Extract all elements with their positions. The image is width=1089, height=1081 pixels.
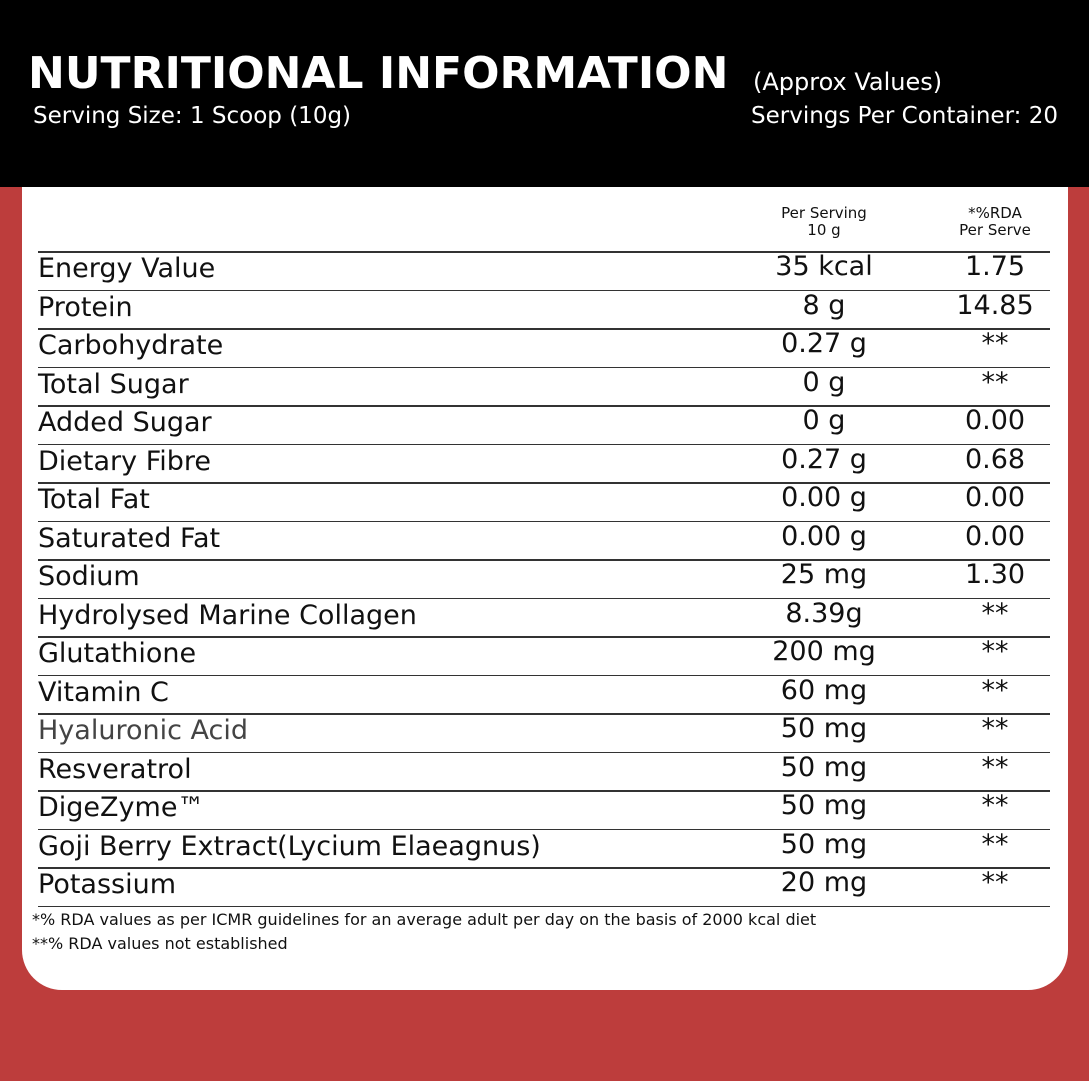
rda: ** (981, 828, 1009, 860)
rule (38, 328, 1050, 330)
rda: 1.30 (964, 559, 1026, 590)
rda: 0.00 (964, 405, 1026, 436)
rda: 0.00 (964, 520, 1026, 552)
rule (38, 828, 1050, 830)
rda: ** (981, 713, 1009, 744)
rda: ** (981, 636, 1009, 667)
rda: 1.75 (964, 251, 1026, 282)
per-serving: 50 mg (780, 790, 868, 821)
per-serving: 0 g (802, 366, 846, 398)
nutrient-name: Goji Berry Extract(Lycium Elaeagnus) (38, 830, 541, 862)
rda: 14.85 (956, 289, 1034, 321)
footnote: **% RDA values not established (32, 933, 288, 953)
per-serving: 0.00 g (781, 482, 867, 513)
rule (38, 559, 1050, 561)
nutrient-name: Potassium (38, 869, 177, 900)
per-serving: 0.00 g (781, 520, 867, 552)
rda: ** (981, 366, 1009, 398)
column-header: *%RDA (968, 204, 1022, 222)
rule (38, 751, 1050, 753)
rda: 0.00 (964, 482, 1026, 513)
rule (38, 636, 1050, 638)
per-serving: 60 mg (780, 674, 868, 706)
rule (38, 867, 1050, 869)
rda: ** (981, 751, 1009, 783)
nutrient-name: Protein (38, 291, 133, 323)
rule (38, 443, 1050, 445)
nutrient-name: Vitamin C (38, 676, 169, 708)
rda: ** (981, 867, 1009, 898)
nutrient-name: Added Sugar (38, 407, 212, 438)
nutrient-name: Hyaluronic Acid (38, 715, 248, 746)
per-serving: 200 mg (772, 636, 876, 667)
nutrient-name: DigeZyme™ (38, 792, 205, 823)
column-header: Per Serve (959, 221, 1031, 239)
rule (38, 674, 1050, 676)
nutrient-name: Hydrolysed Marine Collagen (38, 599, 417, 631)
nutrient-name: Total Fat (38, 484, 150, 515)
per-serving: 50 mg (780, 751, 868, 783)
rda: ** (981, 328, 1009, 359)
per-serving: 0 g (802, 405, 846, 436)
header: NUTRITIONAL INFORMATION (Approx Values) … (0, 0, 1089, 187)
rule (38, 790, 1050, 792)
nutrient-name: Total Sugar (38, 368, 189, 400)
per-serving: 20 mg (780, 867, 868, 898)
per-serving: 0.27 g (781, 328, 867, 359)
per-serving: 0.27 g (781, 443, 867, 475)
table-card: Per Serving 10 g *%RDA Per Serve Energy Valu… (22, 187, 1068, 990)
rule (38, 520, 1050, 522)
rule (38, 366, 1050, 368)
column-header: 10 g (807, 221, 841, 239)
column-header: Per Serving (781, 204, 867, 222)
per-serving: 50 mg (780, 713, 868, 744)
footnote: *% RDA values as per ICMR guidelines for… (32, 909, 817, 929)
note: (Approx Values) (753, 68, 943, 96)
rule (38, 405, 1050, 407)
rule (38, 251, 1050, 253)
rule (38, 289, 1050, 291)
per-serving: 8 g (802, 289, 846, 321)
per-serving: 35 kcal (775, 251, 873, 282)
rda: ** (981, 597, 1009, 629)
servings-per-container: Servings Per Container: 20 (751, 103, 1058, 129)
title: NUTRITIONAL INFORMATION (28, 48, 729, 99)
nutrient-name: Glutathione (38, 638, 197, 669)
rda: 0.68 (964, 443, 1026, 475)
nutrient-name: Carbohydrate (38, 330, 224, 361)
per-serving: 25 mg (780, 559, 868, 590)
rule (38, 905, 1050, 907)
nutrient-name: Saturated Fat (38, 522, 221, 554)
nutrient-name: Resveratrol (38, 753, 192, 785)
per-serving: 8.39g (785, 597, 863, 629)
rule (38, 597, 1050, 599)
rule (38, 713, 1050, 715)
nutrient-name: Energy Value (38, 253, 216, 284)
nutrient-name: Sodium (38, 561, 140, 592)
rule (38, 482, 1050, 484)
per-serving: 50 mg (780, 828, 868, 860)
nutrient-name: Dietary Fibre (38, 445, 212, 477)
rda: ** (981, 674, 1009, 706)
rda: ** (981, 790, 1009, 821)
serving-size: Serving Size: 1 Scoop (10g) (33, 103, 352, 129)
